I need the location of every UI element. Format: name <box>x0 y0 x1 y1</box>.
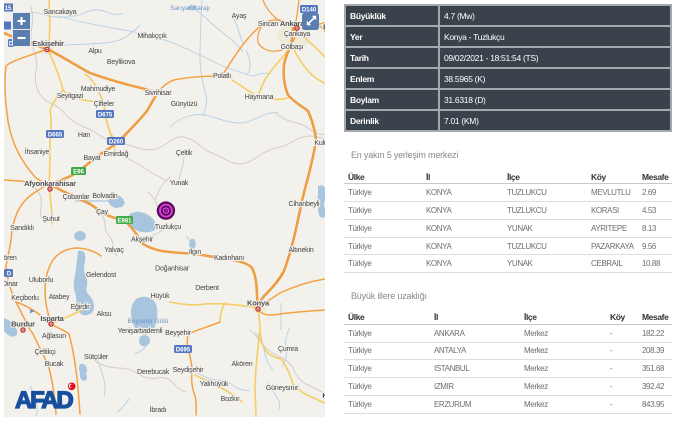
svg-text:Isparta: Isparta <box>40 314 64 323</box>
svg-text:Sarıyar Barajı: Sarıyar Barajı <box>170 5 210 12</box>
svg-text:Eskişehir: Eskişehir <box>32 39 64 48</box>
svg-text:Şuhut: Şuhut <box>42 216 60 223</box>
svg-text:Ağlasun: Ağlasun <box>42 333 66 340</box>
svg-text:Ka: Ka <box>322 391 325 400</box>
svg-text:Yalvaç: Yalvaç <box>104 247 124 254</box>
svg-text:Bozkır: Bozkır <box>221 396 241 403</box>
svg-text:Akören: Akören <box>232 361 253 368</box>
svg-text:AFAD: AFAD <box>15 387 73 414</box>
svg-text:Bayat: Bayat <box>84 155 101 162</box>
svg-text:Gölbaşı: Gölbaşı <box>281 44 304 51</box>
svg-text:Kadınhanı: Kadınhanı <box>214 255 244 262</box>
svg-text:Güneysınır: Güneysınır <box>266 385 299 392</box>
svg-text:Aksu: Aksu <box>97 311 112 318</box>
svg-text:Yunak: Yunak <box>170 180 189 187</box>
svg-text:D260: D260 <box>109 140 124 146</box>
svg-text:Beyşehir Gölü: Beyşehir Gölü <box>128 318 169 325</box>
svg-text:Uluborlu: Uluborlu <box>29 277 54 284</box>
svg-text:D675: D675 <box>98 113 113 119</box>
svg-text:E981: E981 <box>117 219 132 225</box>
svg-text:İhsaniye: İhsaniye <box>25 147 50 156</box>
svg-text:Bucak: Bucak <box>45 361 64 368</box>
svg-text:Mahmudiye: Mahmudiye <box>81 86 116 93</box>
svg-text:Günyüzü: Günyüzü <box>171 101 198 108</box>
svg-text:Ayaş: Ayaş <box>232 13 247 20</box>
svg-text:Çumra: Çumra <box>278 346 298 353</box>
svg-text:Çobanlar: Çobanlar <box>63 194 91 201</box>
svg-text:Han: Han <box>78 132 91 139</box>
svg-text:Polatlı: Polatlı <box>213 73 231 80</box>
svg-text:Afyonkarahisar: Afyonkarahisar <box>24 179 76 188</box>
svg-text:Altınekin: Altınekin <box>288 247 313 254</box>
svg-text:Cihanbeyli: Cihanbeyli <box>289 201 320 208</box>
svg-text:Çeltik: Çeltik <box>176 150 193 157</box>
svg-text:Sütçüler: Sütçüler <box>84 354 109 361</box>
svg-text:Sivrihisar: Sivrihisar <box>145 90 173 97</box>
svg-text:Yalıhüyük: Yalıhüyük <box>200 381 229 388</box>
svg-text:Tuzlukçu: Tuzlukçu <box>155 224 181 231</box>
svg-text:Dinar: Dinar <box>4 281 19 288</box>
svg-text:E96: E96 <box>73 170 84 176</box>
svg-text:Bolvadin: Bolvadin <box>92 193 118 200</box>
svg-text:Ankara: Ankara <box>280 19 305 28</box>
svg-text:Doğanhisar: Doğanhisar <box>155 266 190 273</box>
svg-text:Çankaya: Çankaya <box>284 31 311 38</box>
svg-text:E: E <box>323 23 325 32</box>
svg-text:Sancakaya: Sancakaya <box>44 9 77 16</box>
svg-text:Akşehir: Akşehir <box>131 237 154 244</box>
svg-text:Çay: Çay <box>96 209 109 216</box>
svg-text:D695: D695 <box>176 348 191 354</box>
svg-text:D: D <box>7 272 12 278</box>
svg-text:Çifteler: Çifteler <box>94 101 115 108</box>
svg-text:Konya: Konya <box>247 299 270 308</box>
svg-text:Seydişehir: Seydişehir <box>173 367 205 374</box>
svg-text:Derebucak: Derebucak <box>137 369 170 376</box>
svg-text:Alpu: Alpu <box>88 48 102 55</box>
svg-text:Atabey: Atabey <box>49 294 70 301</box>
svg-text:15: 15 <box>5 6 12 12</box>
svg-text:İbradı: İbradı <box>150 405 167 414</box>
svg-text:Derbent: Derbent <box>195 285 219 292</box>
svg-text:Gelendost: Gelendost <box>86 272 116 279</box>
svg-text:Emirdağ: Emirdağ <box>104 151 129 158</box>
svg-text:Keçiborlu: Keçiborlu <box>11 295 39 302</box>
svg-text:Burdur: Burdur <box>11 320 35 329</box>
svg-text:Eğirdir: Eğirdir <box>71 304 91 311</box>
svg-text:Yenişarbademli: Yenişarbademli <box>118 328 163 335</box>
svg-text:Ilgın: Ilgın <box>189 249 202 256</box>
svg-text:Sincan: Sincan <box>258 21 279 28</box>
svg-text:Beylikova: Beylikova <box>107 59 135 66</box>
svg-text:Mihalıççık: Mihalıççık <box>137 33 167 40</box>
svg-text:Seyitgazi: Seyitgazi <box>57 93 84 100</box>
svg-text:ören: ören <box>4 255 17 262</box>
svg-text:Kulu: Kulu <box>314 140 325 147</box>
svg-text:D665: D665 <box>48 133 63 139</box>
svg-text:Haymana: Haymana <box>245 94 274 101</box>
svg-text:D140: D140 <box>302 8 317 14</box>
svg-text:Beyşehir: Beyşehir <box>165 330 192 337</box>
svg-text:Sandıklı: Sandıklı <box>10 225 34 232</box>
svg-text:Hüyük: Hüyük <box>151 293 171 300</box>
svg-text:Çeltikçi: Çeltikçi <box>35 349 57 356</box>
